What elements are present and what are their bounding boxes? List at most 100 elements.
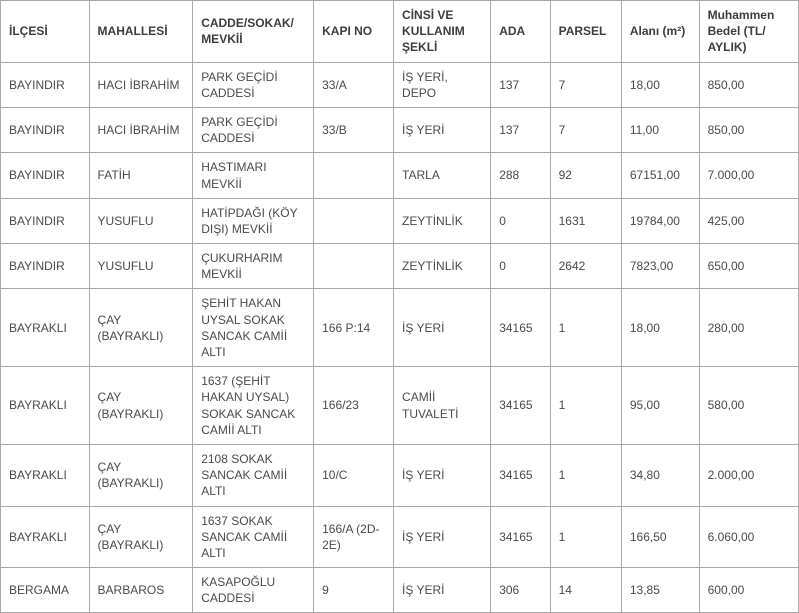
table-cell: 7823,00 [621, 244, 699, 289]
table-cell: İŞ YERİ [394, 568, 491, 613]
table-cell: 7 [550, 107, 621, 152]
table-cell: İŞ YERİ [394, 506, 491, 568]
table-cell: KASAPOĞLU CADDESİ [193, 568, 314, 613]
table-cell: 7 [550, 62, 621, 107]
table-cell: ÇAY (BAYRAKLI) [89, 289, 193, 367]
table-cell: ÇAY (BAYRAKLI) [89, 506, 193, 568]
table-row: BAYINDIRYUSUFLUÇUKURHARIM MEVKİİZEYTİNLİ… [1, 244, 799, 289]
table-cell [314, 198, 394, 243]
table-cell: 34,80 [621, 444, 699, 506]
table-cell: ŞEHİT HAKAN UYSAL SOKAK SANCAK CAMİİ ALT… [193, 289, 314, 367]
table-cell: CAMİİ TUVALETİ [394, 367, 491, 445]
table-cell: 34165 [491, 444, 550, 506]
table-cell: HATİPDAĞI (KÖY DIŞI) MEVKİİ [193, 198, 314, 243]
table-body: BAYINDIRHACI İBRAHİMPARK GEÇİDİ CADDESİ3… [1, 62, 799, 613]
table-cell: 19784,00 [621, 198, 699, 243]
table-cell: 18,00 [621, 62, 699, 107]
header-row: İLÇESİ MAHALLESİ CADDE/SOKAK/ MEVKİİ KAP… [1, 1, 799, 63]
table-cell: PARK GEÇİDİ CADDESİ [193, 62, 314, 107]
table-cell: ZEYTİNLİK [394, 244, 491, 289]
table-cell: HACI İBRAHİM [89, 107, 193, 152]
table-cell: 288 [491, 153, 550, 198]
header-ada: ADA [491, 1, 550, 63]
table-cell: 11,00 [621, 107, 699, 152]
table-row: BAYINDIRYUSUFLUHATİPDAĞI (KÖY DIŞI) MEVK… [1, 198, 799, 243]
table-cell: 1 [550, 289, 621, 367]
table-cell [314, 153, 394, 198]
table-cell: ÇAY (BAYRAKLI) [89, 444, 193, 506]
table-cell: 1 [550, 367, 621, 445]
header-cinsi: CİNSİ VE KULLANIM ŞEKLİ [394, 1, 491, 63]
table-cell: 1 [550, 444, 621, 506]
table-cell: 34165 [491, 367, 550, 445]
table-cell: 10/C [314, 444, 394, 506]
table-cell: İŞ YERİ [394, 107, 491, 152]
table-cell: HASTIMARI MEVKİİ [193, 153, 314, 198]
table-cell: 34165 [491, 289, 550, 367]
table-cell: BAYINDIR [1, 62, 90, 107]
table-cell: 425,00 [699, 198, 798, 243]
table-cell: İŞ YERİ [394, 444, 491, 506]
table-row: BAYINDIRHACI İBRAHİMPARK GEÇİDİ CADDESİ3… [1, 107, 799, 152]
table-cell: 850,00 [699, 107, 798, 152]
table-cell: 1631 [550, 198, 621, 243]
table-cell: ZEYTİNLİK [394, 198, 491, 243]
table-cell: 600,00 [699, 568, 798, 613]
table-cell: 34165 [491, 506, 550, 568]
table-cell: 33/B [314, 107, 394, 152]
table-cell: 650,00 [699, 244, 798, 289]
table-cell: 1 [550, 506, 621, 568]
header-mahalle: MAHALLESİ [89, 1, 193, 63]
table-cell: 2108 SOKAK SANCAK CAMİİ ALTI [193, 444, 314, 506]
table-cell: BAYRAKLI [1, 444, 90, 506]
table-cell: BAYRAKLI [1, 506, 90, 568]
table-cell: BAYINDIR [1, 198, 90, 243]
property-table: İLÇESİ MAHALLESİ CADDE/SOKAK/ MEVKİİ KAP… [0, 0, 799, 613]
table-cell: 92 [550, 153, 621, 198]
table-cell [314, 244, 394, 289]
header-kapi: KAPI NO [314, 1, 394, 63]
table-cell: 9 [314, 568, 394, 613]
table-cell: BAYINDIR [1, 107, 90, 152]
table-cell: 2642 [550, 244, 621, 289]
table-row: BERGAMABARBAROSKASAPOĞLU CADDESİ9İŞ YERİ… [1, 568, 799, 613]
table-row: BAYRAKLIÇAY (BAYRAKLI)2108 SOKAK SANCAK … [1, 444, 799, 506]
header-alan: Alanı (m²) [621, 1, 699, 63]
table-cell: 280,00 [699, 289, 798, 367]
table-cell: BARBAROS [89, 568, 193, 613]
table-cell: ÇUKURHARIM MEVKİİ [193, 244, 314, 289]
table-cell: 2.000,00 [699, 444, 798, 506]
table-cell: PARK GEÇİDİ CADDESİ [193, 107, 314, 152]
table-cell: BAYINDIR [1, 153, 90, 198]
table-cell: 95,00 [621, 367, 699, 445]
table-cell: 0 [491, 198, 550, 243]
table-cell: 166 P:14 [314, 289, 394, 367]
table-cell: 166/23 [314, 367, 394, 445]
table-cell: YUSUFLU [89, 198, 193, 243]
table-cell: TARLA [394, 153, 491, 198]
table-cell: 580,00 [699, 367, 798, 445]
table-row: BAYRAKLIÇAY (BAYRAKLI)1637 (ŞEHİT HAKAN … [1, 367, 799, 445]
table-row: BAYRAKLIÇAY (BAYRAKLI)ŞEHİT HAKAN UYSAL … [1, 289, 799, 367]
header-parsel: PARSEL [550, 1, 621, 63]
table-cell: 7.000,00 [699, 153, 798, 198]
table-cell: 33/A [314, 62, 394, 107]
table-cell: 1637 SOKAK SANCAK CAMİİ ALTI [193, 506, 314, 568]
table-cell: ÇAY (BAYRAKLI) [89, 367, 193, 445]
table-cell: HACI İBRAHİM [89, 62, 193, 107]
header-cadde: CADDE/SOKAK/ MEVKİİ [193, 1, 314, 63]
table-cell: 137 [491, 107, 550, 152]
table-cell: 14 [550, 568, 621, 613]
table-cell: İŞ YERİ [394, 289, 491, 367]
table-cell: 850,00 [699, 62, 798, 107]
table-cell: FATİH [89, 153, 193, 198]
table-cell: BAYRAKLI [1, 289, 90, 367]
table-cell: 6.060,00 [699, 506, 798, 568]
header-ilcesi: İLÇESİ [1, 1, 90, 63]
table-cell: İŞ YERİ, DEPO [394, 62, 491, 107]
table-cell: 166,50 [621, 506, 699, 568]
table-cell: BERGAMA [1, 568, 90, 613]
table-row: BAYINDIRFATİHHASTIMARI MEVKİİTARLA288926… [1, 153, 799, 198]
table-row: BAYRAKLIÇAY (BAYRAKLI)1637 SOKAK SANCAK … [1, 506, 799, 568]
table-cell: BAYRAKLI [1, 367, 90, 445]
